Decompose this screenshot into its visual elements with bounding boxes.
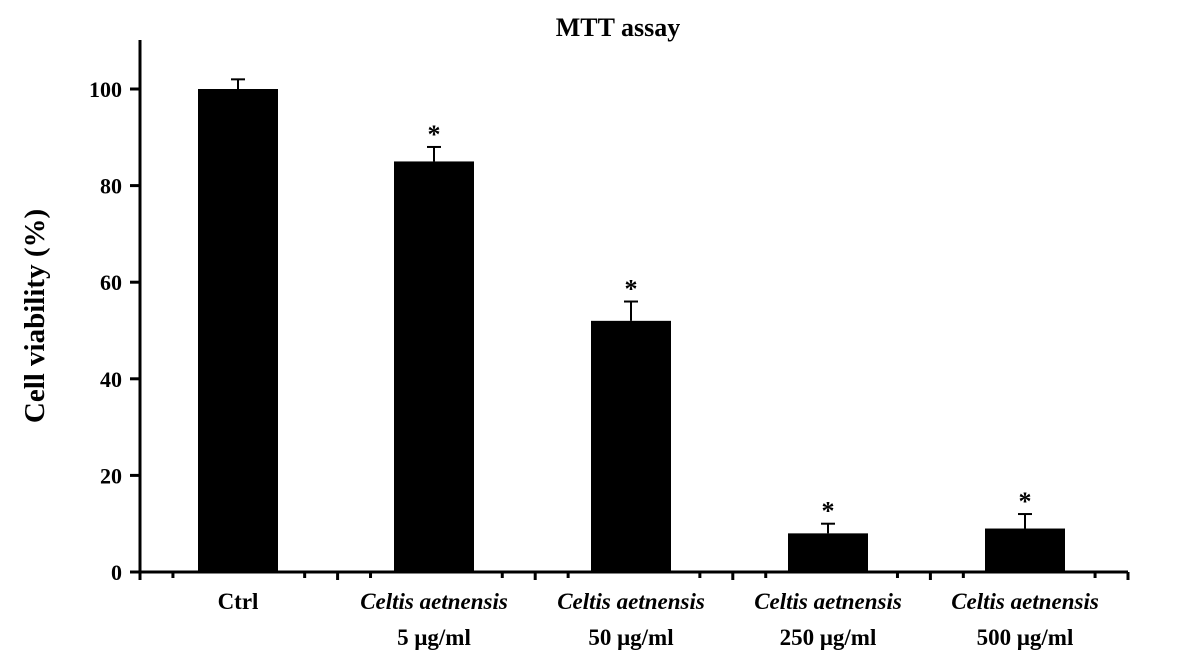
bar <box>985 528 1065 572</box>
x-tick-label: Ctrl <box>218 589 259 614</box>
x-tick-label-unit: 250 μg/ml <box>780 625 877 650</box>
chart-title: MTT assay <box>556 13 681 42</box>
significance-star: * <box>625 275 638 304</box>
y-axis-label: Cell viability (%) <box>19 209 51 423</box>
x-tick-label: Celtis aetnensis <box>360 589 508 614</box>
significance-star: * <box>822 497 835 526</box>
x-tick-label-unit: 5 μg/ml <box>397 625 471 650</box>
bar <box>198 89 278 572</box>
bars <box>198 89 1065 572</box>
y-tick-label: 80 <box>100 174 122 199</box>
significance-star: * <box>1019 487 1032 516</box>
bar <box>394 161 474 572</box>
y-tick-label: 0 <box>111 560 122 585</box>
x-tick-label-unit: 50 μg/ml <box>588 625 673 650</box>
y-tick-label: 100 <box>89 77 122 102</box>
y-axis: 0 20 40 60 80 100 <box>89 40 142 585</box>
y-tick-label: 40 <box>100 367 122 392</box>
x-tick-label: Celtis aetnensis <box>951 589 1099 614</box>
x-tick-label: Celtis aetnensis <box>754 589 902 614</box>
x-tick-label: Celtis aetnensis <box>557 589 705 614</box>
error-bars <box>231 78 1032 534</box>
significance-star: * <box>428 120 441 149</box>
x-tick-label-unit: 500 μg/ml <box>977 625 1074 650</box>
y-tick-label: 20 <box>100 463 122 488</box>
significance-markers: * * * * <box>428 120 1032 526</box>
bar <box>591 320 671 572</box>
y-tick-label: 60 <box>100 270 122 295</box>
x-axis <box>138 570 1130 580</box>
bar <box>788 533 868 572</box>
x-tick-labels: Ctrl Celtis aetnensis 5 μg/ml Celtis aetnen… <box>218 589 1099 650</box>
